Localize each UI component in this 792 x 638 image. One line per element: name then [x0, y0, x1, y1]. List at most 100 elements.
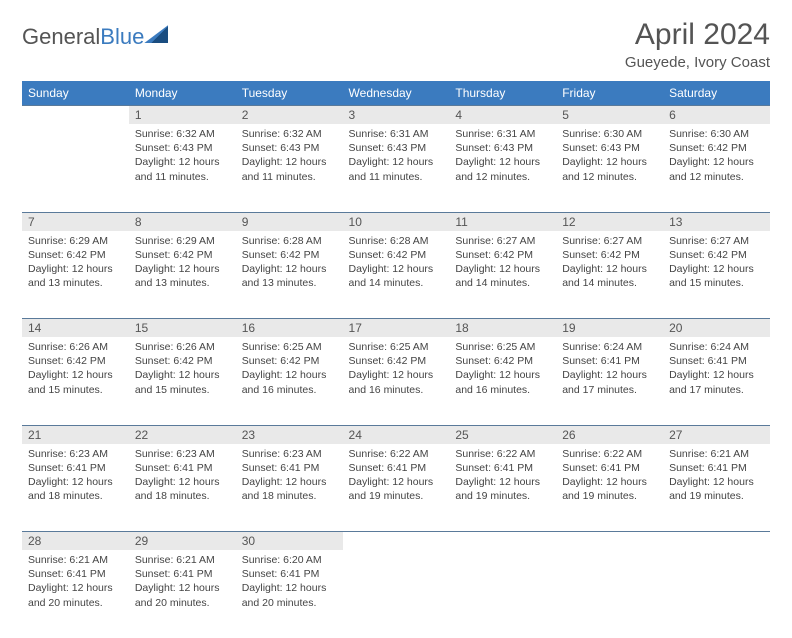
sunset-line: Sunset: 6:42 PM [242, 354, 337, 368]
sunrise-line: Sunrise: 6:22 AM [562, 447, 657, 461]
day-info-cell: Sunrise: 6:23 AMSunset: 6:41 PMDaylight:… [129, 444, 236, 532]
sunrise-line: Sunrise: 6:24 AM [562, 340, 657, 354]
day-number-cell: 22 [129, 425, 236, 444]
sunset-line: Sunset: 6:42 PM [669, 141, 764, 155]
sunrise-line: Sunrise: 6:23 AM [242, 447, 337, 461]
day-number-cell: 9 [236, 212, 343, 231]
day-info-cell: Sunrise: 6:21 AMSunset: 6:41 PMDaylight:… [129, 550, 236, 638]
day-info-cell: Sunrise: 6:32 AMSunset: 6:43 PMDaylight:… [129, 124, 236, 212]
daylight-line: Daylight: 12 hours and 19 minutes. [562, 475, 657, 503]
sunrise-line: Sunrise: 6:24 AM [669, 340, 764, 354]
weekday-header: Saturday [663, 81, 770, 106]
day-info-cell: Sunrise: 6:23 AMSunset: 6:41 PMDaylight:… [236, 444, 343, 532]
day-number-cell: 27 [663, 425, 770, 444]
day-info-cell: Sunrise: 6:31 AMSunset: 6:43 PMDaylight:… [343, 124, 450, 212]
daylight-line: Daylight: 12 hours and 15 minutes. [669, 262, 764, 290]
sunrise-line: Sunrise: 6:30 AM [669, 127, 764, 141]
daylight-line: Daylight: 12 hours and 16 minutes. [242, 368, 337, 396]
day-info-row: Sunrise: 6:21 AMSunset: 6:41 PMDaylight:… [22, 550, 770, 638]
sunset-line: Sunset: 6:41 PM [349, 461, 444, 475]
logo: GeneralBlue [22, 18, 168, 50]
day-number-cell: 8 [129, 212, 236, 231]
day-info-cell: Sunrise: 6:29 AMSunset: 6:42 PMDaylight:… [129, 231, 236, 319]
day-info-cell: Sunrise: 6:25 AMSunset: 6:42 PMDaylight:… [343, 337, 450, 425]
logo-part2: Blue [100, 24, 144, 49]
sunrise-line: Sunrise: 6:26 AM [135, 340, 230, 354]
daylight-line: Daylight: 12 hours and 13 minutes. [28, 262, 123, 290]
sunset-line: Sunset: 6:43 PM [349, 141, 444, 155]
day-info-row: Sunrise: 6:26 AMSunset: 6:42 PMDaylight:… [22, 337, 770, 425]
day-number-cell: 28 [22, 532, 129, 551]
daylight-line: Daylight: 12 hours and 20 minutes. [135, 581, 230, 609]
day-number-cell: 20 [663, 319, 770, 338]
day-info-cell: Sunrise: 6:21 AMSunset: 6:41 PMDaylight:… [663, 444, 770, 532]
title-block: April 2024 Gueyede, Ivory Coast [625, 18, 770, 71]
day-info-cell: Sunrise: 6:25 AMSunset: 6:42 PMDaylight:… [236, 337, 343, 425]
day-number-cell: 12 [556, 212, 663, 231]
day-info-cell: Sunrise: 6:21 AMSunset: 6:41 PMDaylight:… [22, 550, 129, 638]
daylight-line: Daylight: 12 hours and 15 minutes. [28, 368, 123, 396]
day-number-row: 14151617181920 [22, 319, 770, 338]
day-info-cell [663, 550, 770, 638]
day-number-cell: 1 [129, 106, 236, 125]
day-number-cell [663, 532, 770, 551]
day-number-row: 21222324252627 [22, 425, 770, 444]
day-number-cell: 7 [22, 212, 129, 231]
weekday-header: Friday [556, 81, 663, 106]
day-number-row: 123456 [22, 106, 770, 125]
day-info-cell: Sunrise: 6:29 AMSunset: 6:42 PMDaylight:… [22, 231, 129, 319]
sunset-line: Sunset: 6:42 PM [669, 248, 764, 262]
day-info-cell: Sunrise: 6:32 AMSunset: 6:43 PMDaylight:… [236, 124, 343, 212]
sunset-line: Sunset: 6:41 PM [242, 461, 337, 475]
sunrise-line: Sunrise: 6:29 AM [28, 234, 123, 248]
sunrise-line: Sunrise: 6:25 AM [455, 340, 550, 354]
day-info-cell: Sunrise: 6:22 AMSunset: 6:41 PMDaylight:… [556, 444, 663, 532]
day-number-cell: 16 [236, 319, 343, 338]
logo-triangle-icon [144, 25, 168, 43]
daylight-line: Daylight: 12 hours and 11 minutes. [349, 155, 444, 183]
page-title: April 2024 [625, 18, 770, 52]
sunset-line: Sunset: 6:42 PM [455, 248, 550, 262]
day-number-cell: 29 [129, 532, 236, 551]
daylight-line: Daylight: 12 hours and 14 minutes. [562, 262, 657, 290]
sunrise-line: Sunrise: 6:31 AM [349, 127, 444, 141]
sunset-line: Sunset: 6:41 PM [562, 354, 657, 368]
day-info-cell: Sunrise: 6:27 AMSunset: 6:42 PMDaylight:… [449, 231, 556, 319]
sunrise-line: Sunrise: 6:28 AM [349, 234, 444, 248]
day-number-cell: 18 [449, 319, 556, 338]
day-info-cell: Sunrise: 6:24 AMSunset: 6:41 PMDaylight:… [663, 337, 770, 425]
sunset-line: Sunset: 6:42 PM [349, 354, 444, 368]
sunrise-line: Sunrise: 6:30 AM [562, 127, 657, 141]
day-info-cell: Sunrise: 6:28 AMSunset: 6:42 PMDaylight:… [236, 231, 343, 319]
sunset-line: Sunset: 6:42 PM [28, 354, 123, 368]
day-info-cell: Sunrise: 6:31 AMSunset: 6:43 PMDaylight:… [449, 124, 556, 212]
day-info-cell: Sunrise: 6:23 AMSunset: 6:41 PMDaylight:… [22, 444, 129, 532]
day-info-cell [22, 124, 129, 212]
sunset-line: Sunset: 6:42 PM [242, 248, 337, 262]
sunset-line: Sunset: 6:42 PM [349, 248, 444, 262]
sunset-line: Sunset: 6:43 PM [135, 141, 230, 155]
sunset-line: Sunset: 6:41 PM [28, 461, 123, 475]
sunrise-line: Sunrise: 6:21 AM [28, 553, 123, 567]
weekday-header: Thursday [449, 81, 556, 106]
sunset-line: Sunset: 6:42 PM [28, 248, 123, 262]
weekday-header: Tuesday [236, 81, 343, 106]
day-info-row: Sunrise: 6:29 AMSunset: 6:42 PMDaylight:… [22, 231, 770, 319]
sunrise-line: Sunrise: 6:26 AM [28, 340, 123, 354]
sunrise-line: Sunrise: 6:31 AM [455, 127, 550, 141]
day-info-cell: Sunrise: 6:22 AMSunset: 6:41 PMDaylight:… [449, 444, 556, 532]
daylight-line: Daylight: 12 hours and 12 minutes. [455, 155, 550, 183]
day-number-cell: 13 [663, 212, 770, 231]
sunrise-line: Sunrise: 6:23 AM [28, 447, 123, 461]
sunrise-line: Sunrise: 6:28 AM [242, 234, 337, 248]
day-info-row: Sunrise: 6:23 AMSunset: 6:41 PMDaylight:… [22, 444, 770, 532]
sunrise-line: Sunrise: 6:32 AM [242, 127, 337, 141]
weekday-header-row: SundayMondayTuesdayWednesdayThursdayFrid… [22, 81, 770, 106]
day-number-cell: 2 [236, 106, 343, 125]
daylight-line: Daylight: 12 hours and 11 minutes. [242, 155, 337, 183]
day-number-row: 282930 [22, 532, 770, 551]
daylight-line: Daylight: 12 hours and 16 minutes. [455, 368, 550, 396]
calendar-body: 123456Sunrise: 6:32 AMSunset: 6:43 PMDay… [22, 106, 770, 638]
sunset-line: Sunset: 6:41 PM [669, 354, 764, 368]
day-info-cell: Sunrise: 6:26 AMSunset: 6:42 PMDaylight:… [129, 337, 236, 425]
